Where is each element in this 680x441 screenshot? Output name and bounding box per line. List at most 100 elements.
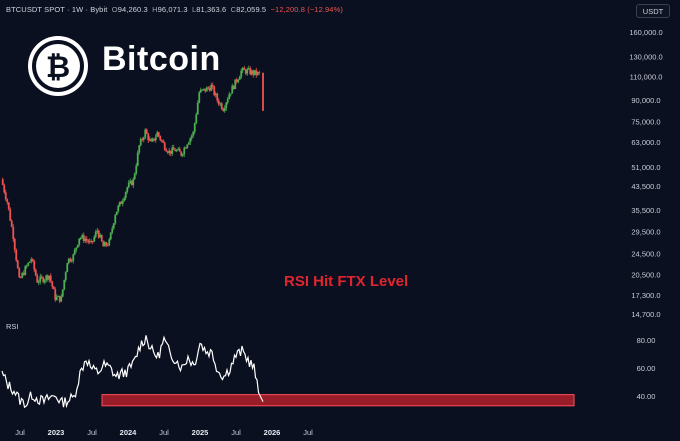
- price-axis-tick: 160,000.0: [629, 28, 662, 37]
- candle-body: [90, 240, 93, 242]
- time-axis-tick: 2025: [192, 428, 209, 437]
- candle-body: [82, 235, 85, 242]
- candle-body: [222, 109, 225, 112]
- close-value: 82,059.5: [236, 5, 267, 14]
- candle-body: [153, 138, 156, 141]
- candle-body: [19, 277, 22, 279]
- candle-body: [220, 103, 223, 110]
- candle-body: [45, 275, 48, 280]
- candle-body: [157, 132, 160, 137]
- candle-body: [51, 281, 54, 287]
- candle-body: [262, 72, 264, 111]
- candle-body: [162, 140, 165, 143]
- candle-body: [1, 179, 4, 185]
- candle-body: [244, 69, 247, 74]
- candle-body: [85, 238, 88, 241]
- candle-body: [223, 108, 226, 112]
- candle-body: [66, 263, 69, 273]
- candle-body: [211, 84, 214, 87]
- candle-body: [55, 296, 58, 301]
- candle-body: [240, 70, 243, 77]
- candle-body: [10, 220, 13, 227]
- candle-body: [216, 93, 219, 101]
- candle-body: [130, 180, 133, 186]
- candle-body: [168, 150, 171, 153]
- candle-body: [199, 89, 202, 93]
- candle-body: [207, 87, 210, 89]
- candle-body: [103, 242, 106, 247]
- candle-body: [196, 102, 199, 115]
- currency-button[interactable]: USDT: [636, 4, 670, 18]
- candle-body: [60, 296, 63, 302]
- candle-body: [120, 201, 123, 204]
- candle-body: [246, 69, 249, 74]
- candle-body: [232, 85, 235, 90]
- candle-body: [114, 215, 117, 224]
- candle-body: [202, 88, 205, 90]
- candle-body: [75, 247, 78, 250]
- candle-body: [109, 232, 112, 240]
- candle-body: [193, 123, 196, 132]
- candle-body: [147, 133, 150, 141]
- candle-body: [27, 262, 30, 266]
- time-axis-tick: 2023: [48, 428, 65, 437]
- price-axis-tick: 24,500.0: [631, 250, 660, 259]
- candle-body: [76, 244, 79, 248]
- candle-body: [234, 79, 237, 90]
- rsi-axis-tick: 80.00: [637, 336, 656, 345]
- candle-body: [30, 259, 33, 262]
- candle-body: [172, 147, 175, 150]
- candle-body: [58, 295, 61, 302]
- candle-body: [217, 100, 220, 105]
- candle-body: [22, 272, 25, 275]
- candle-body: [151, 138, 154, 142]
- time-axis-tick: Jul: [15, 428, 25, 437]
- candle-body: [258, 72, 261, 74]
- candle-body: [99, 234, 102, 238]
- candle-body: [7, 202, 10, 210]
- low-key: L: [192, 5, 197, 14]
- candle-body: [219, 103, 222, 105]
- candle-body: [133, 173, 136, 179]
- candle-body: [252, 70, 255, 75]
- candle-body: [78, 238, 81, 245]
- price-axis-tick: 17,300.0: [631, 291, 660, 300]
- candle-body: [225, 102, 228, 109]
- candle-body: [213, 86, 216, 96]
- candle-body: [48, 275, 51, 280]
- candle-body: [247, 68, 250, 70]
- candle-body: [70, 260, 73, 262]
- candle-body: [34, 269, 37, 276]
- candle-body: [46, 275, 49, 280]
- price-axis-tick: 110,000.0: [630, 72, 663, 81]
- candle-body: [145, 129, 148, 134]
- candle-body: [97, 230, 100, 238]
- candle-body: [256, 72, 259, 75]
- candle-body: [228, 94, 231, 100]
- price-axis-tick: 51,000.0: [631, 163, 660, 172]
- candle-body: [190, 135, 193, 139]
- time-axis-tick: 2024: [120, 428, 138, 437]
- price-axis-tick: 14,700.0: [631, 310, 660, 319]
- candle-body: [177, 148, 180, 150]
- candle-body: [33, 260, 36, 270]
- candle-body: [144, 129, 147, 138]
- candle-body: [163, 142, 166, 150]
- price-axis-tick: 75,000.0: [631, 118, 660, 127]
- candle-body: [174, 149, 177, 152]
- candle-body: [180, 151, 183, 156]
- candle-body: [135, 165, 138, 174]
- candle-body: [112, 223, 115, 229]
- candle-body: [235, 79, 238, 82]
- candle-body: [67, 258, 70, 264]
- candle-body: [169, 150, 172, 154]
- candle-body: [126, 187, 129, 192]
- candle-body: [88, 240, 91, 243]
- candle-body: [61, 289, 64, 297]
- candle-body: [52, 286, 55, 290]
- candle-body: [13, 239, 16, 250]
- candle-body: [198, 92, 201, 103]
- time-axis-tick: Jul: [231, 428, 241, 437]
- time-axis-tick: Jul: [159, 428, 169, 437]
